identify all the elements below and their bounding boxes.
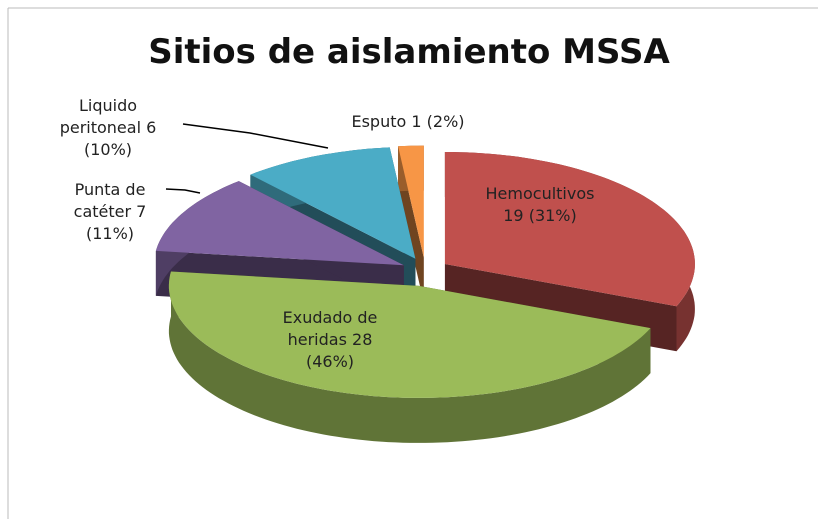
data-label: Hemocultivos 19 (31%): [475, 183, 605, 227]
value-label: 7 (11%): [85, 202, 147, 243]
data-label: Exudado de heridas 28 (46%): [270, 307, 390, 373]
slice-top: [168, 271, 651, 398]
slices: [155, 145, 695, 443]
value-label: 1 (2%): [411, 112, 465, 131]
leader-line: [182, 123, 329, 149]
data-label: Punta de catéter 7 (11%): [65, 179, 155, 245]
slice-top: [444, 152, 695, 307]
category-label: Punta de catéter: [73, 180, 146, 221]
value-label: 6 (10%): [83, 118, 157, 159]
slice-top: [398, 145, 424, 258]
value-label: 28 (46%): [305, 330, 373, 371]
category-label: Esputo: [351, 112, 407, 131]
pie-slice: [398, 145, 424, 303]
category-label: Exudado de heridas: [282, 308, 378, 349]
leader-line: [165, 188, 201, 194]
value-label: 19 (31%): [503, 206, 577, 225]
category-label: Hemocultivos: [485, 184, 595, 203]
slice-top: [250, 147, 416, 259]
data-label: Liquido peritoneal 6 (10%): [48, 95, 168, 161]
data-label: Esputo 1 (2%): [328, 111, 488, 133]
chart-title: Sitios de aislamiento MSSA: [148, 32, 670, 72]
slice-wall: [168, 271, 651, 443]
pie-slice: [168, 271, 651, 443]
slice-top: [155, 181, 404, 266]
category-label: Liquido peritoneal: [59, 96, 142, 137]
